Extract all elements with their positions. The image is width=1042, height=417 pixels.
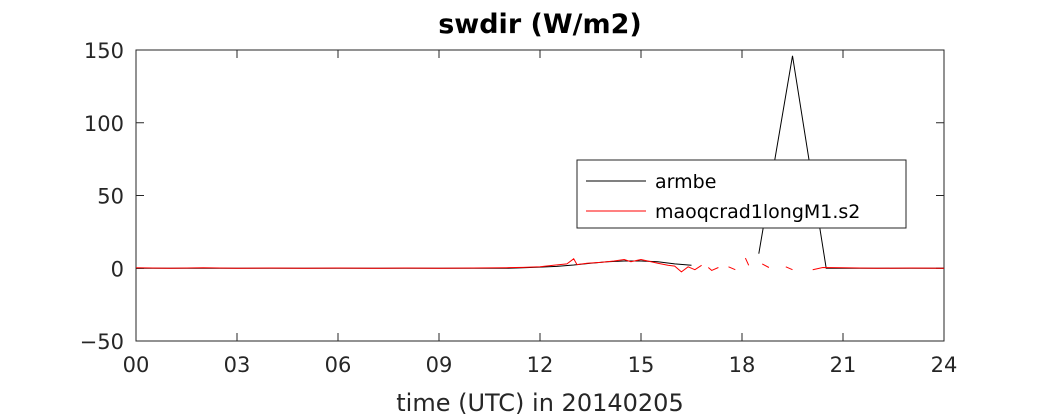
x-tick-label: 24 xyxy=(931,353,958,377)
x-tick-label: 12 xyxy=(527,353,554,377)
series-1 xyxy=(135,257,945,273)
y-tick-label: 100 xyxy=(84,112,124,136)
legend: armbe maoqcrad1longM1.s2 xyxy=(576,159,907,229)
legend-box xyxy=(576,159,907,229)
x-tick-label: 15 xyxy=(628,353,655,377)
x-tick-label: 03 xyxy=(224,353,251,377)
y-tick-label: 50 xyxy=(97,185,124,209)
axis-ticks: 00 03 06 09 12 15 18 21 24 −50 0 50 100 150 xyxy=(80,39,958,377)
x-tick-label: 21 xyxy=(830,353,857,377)
legend-label-maoqcrad: maoqcrad1longM1.s2 xyxy=(655,201,860,223)
x-tick-label: 06 xyxy=(325,353,352,377)
y-tick-label: 0 xyxy=(111,257,124,281)
series-line-segment xyxy=(812,266,945,271)
chart-title: swdir (W/m2) xyxy=(438,9,642,40)
legend-label-armbe: armbe xyxy=(655,171,716,193)
x-tick-label: 18 xyxy=(729,353,756,377)
series-line-segment xyxy=(785,266,793,271)
series-layer xyxy=(135,55,945,273)
series-line-segment xyxy=(761,263,770,268)
y-tick-label: 150 xyxy=(84,39,124,63)
x-tick-label: 09 xyxy=(426,353,453,377)
series-line-segment xyxy=(744,257,750,266)
series-line-segment xyxy=(135,258,702,273)
y-tick-label: −50 xyxy=(80,330,124,354)
series-line-segment xyxy=(728,266,736,271)
series-line-segment xyxy=(707,267,719,271)
x-tick-label: 00 xyxy=(123,353,150,377)
x-axis-label: time (UTC) in 20140205 xyxy=(396,389,683,417)
